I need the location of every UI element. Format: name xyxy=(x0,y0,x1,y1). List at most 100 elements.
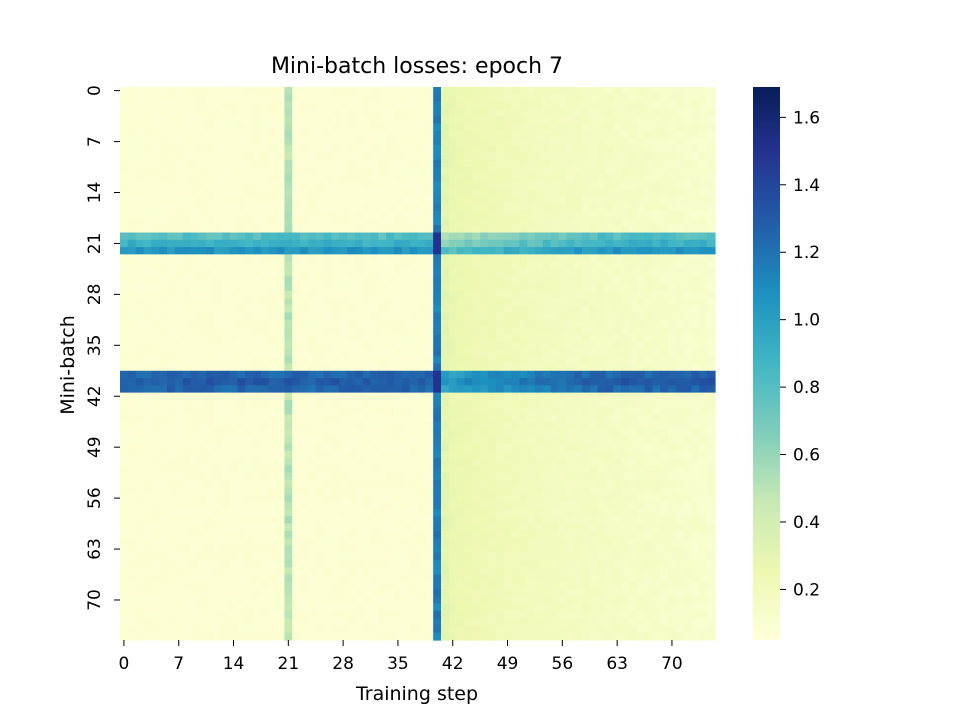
heatmap-cell xyxy=(589,458,599,466)
heatmap-cell xyxy=(628,305,638,314)
heatmap-cell xyxy=(354,494,364,503)
heatmap-cell xyxy=(487,290,497,299)
heatmap-cell xyxy=(425,363,434,372)
heatmap-cell xyxy=(386,530,395,539)
heatmap-cell xyxy=(151,494,160,503)
heatmap-cell xyxy=(182,210,192,219)
heatmap-cell xyxy=(558,261,567,270)
heatmap-cell xyxy=(284,261,293,270)
heatmap-cell xyxy=(621,538,630,547)
heatmap-cell xyxy=(190,421,199,430)
heatmap-cell xyxy=(339,290,348,299)
heatmap-cell xyxy=(417,348,426,357)
heatmap-cell xyxy=(245,392,254,401)
heatmap-cell xyxy=(581,501,591,510)
heatmap-cell xyxy=(347,509,356,517)
heatmap-cell xyxy=(323,232,332,241)
heatmap-cell xyxy=(268,494,278,503)
heatmap-cell xyxy=(417,298,426,306)
heatmap-cell xyxy=(440,181,450,190)
heatmap-cell xyxy=(292,348,301,357)
heatmap-cell xyxy=(581,443,591,452)
heatmap-cell xyxy=(621,268,630,277)
heatmap-cell xyxy=(581,283,591,292)
heatmap-cell xyxy=(127,232,137,241)
heatmap-cell xyxy=(206,167,215,175)
heatmap-cell xyxy=(323,392,332,401)
heatmap-cell xyxy=(276,130,286,139)
heatmap-cell xyxy=(127,239,137,248)
heatmap-cell xyxy=(331,305,340,314)
heatmap-cell xyxy=(534,458,544,466)
heatmap-cell xyxy=(613,407,622,416)
heatmap-cell xyxy=(245,217,254,226)
heatmap-cell xyxy=(660,130,669,139)
heatmap-cell xyxy=(394,130,403,139)
heatmap-cell xyxy=(151,101,160,110)
heatmap-cell xyxy=(668,465,677,474)
heatmap-cell xyxy=(534,137,544,146)
heatmap-cell xyxy=(566,298,575,306)
heatmap-cell xyxy=(472,239,481,248)
heatmap-cell xyxy=(253,399,262,408)
heatmap-cell xyxy=(519,196,528,205)
heatmap-cell xyxy=(652,152,661,161)
heatmap-cell xyxy=(566,232,575,241)
heatmap-cell xyxy=(237,145,246,154)
heatmap-cell xyxy=(683,174,693,183)
heatmap-cell xyxy=(668,530,677,539)
heatmap-cell xyxy=(354,283,364,292)
heatmap-cell xyxy=(417,283,426,292)
heatmap-cell xyxy=(660,225,669,234)
heatmap-cell xyxy=(159,159,168,168)
heatmap-cell xyxy=(699,436,708,445)
heatmap-cell xyxy=(378,428,387,437)
heatmap-cell xyxy=(636,428,646,437)
heatmap-cell xyxy=(597,305,606,314)
heatmap-cell xyxy=(284,196,293,205)
heatmap-cell xyxy=(472,436,481,445)
heatmap-cell xyxy=(159,559,168,568)
heatmap-cell xyxy=(542,479,552,488)
heatmap-cell xyxy=(394,203,403,212)
heatmap-cell xyxy=(354,130,364,139)
heatmap-cell xyxy=(347,203,356,212)
heatmap-cell xyxy=(362,268,372,277)
heatmap-cell xyxy=(151,487,160,496)
heatmap-cell xyxy=(409,225,419,234)
heatmap-cell xyxy=(636,210,646,219)
heatmap-cell xyxy=(362,116,372,124)
heatmap-cell xyxy=(378,247,387,255)
heatmap-cell xyxy=(143,268,152,277)
heatmap-cell xyxy=(495,159,505,168)
heatmap-cell xyxy=(636,108,646,117)
heatmap-cell xyxy=(135,145,145,154)
heatmap-cell xyxy=(362,152,372,161)
heatmap-cell xyxy=(550,152,560,161)
heatmap-cell xyxy=(300,327,309,335)
heatmap-cell xyxy=(472,298,481,306)
heatmap-cell xyxy=(198,130,207,139)
heatmap-cell xyxy=(253,385,262,394)
heatmap-cell xyxy=(315,370,325,379)
heatmap-cell xyxy=(331,217,340,226)
heatmap-cell xyxy=(401,436,411,445)
heatmap-cell xyxy=(394,458,403,466)
heatmap-cell xyxy=(221,487,231,496)
heatmap-cell xyxy=(221,530,231,539)
heatmap-cell xyxy=(190,348,199,357)
heatmap-cell xyxy=(527,145,536,154)
heatmap-cell xyxy=(503,414,513,423)
heatmap-cell xyxy=(574,159,583,168)
heatmap-cell xyxy=(221,268,231,277)
heatmap-cell xyxy=(206,239,215,248)
heatmap-cell xyxy=(668,494,677,503)
heatmap-cell xyxy=(511,479,520,488)
heatmap-cell xyxy=(613,436,622,445)
heatmap-cell xyxy=(315,298,325,306)
heatmap-cell xyxy=(456,378,466,386)
heatmap-cell xyxy=(644,298,653,306)
heatmap-cell xyxy=(253,283,262,292)
heatmap-cell xyxy=(589,370,599,379)
heatmap-cell xyxy=(120,378,129,386)
